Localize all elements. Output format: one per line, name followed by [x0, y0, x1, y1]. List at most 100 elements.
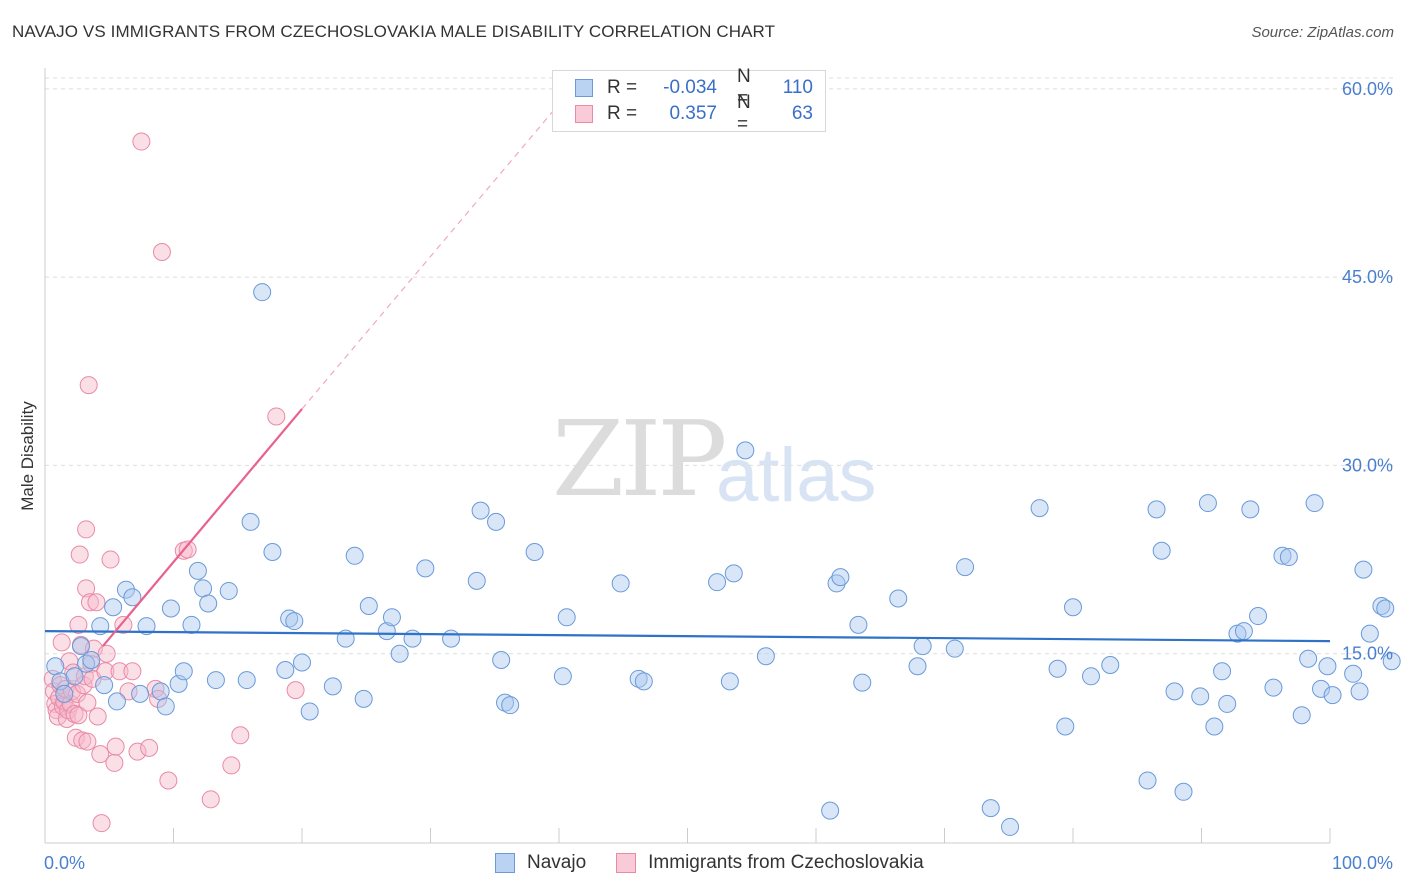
navajo-point	[756, 647, 775, 666]
czechoslovakia-points	[43, 132, 305, 833]
navajo-point	[442, 629, 461, 648]
navajo-point	[1318, 657, 1337, 676]
watermark-atlas: atlas	[716, 433, 877, 518]
navajo-point	[219, 581, 238, 600]
legend-r-label: R =	[607, 77, 638, 98]
navajo-point	[82, 650, 101, 669]
czechoslovakia-point	[91, 745, 110, 764]
czechoslovakia-point	[78, 732, 97, 751]
legend-n-value-czechoslovakia: 63	[791, 103, 813, 124]
navajo-point	[293, 653, 311, 672]
czechoslovakia-point	[119, 682, 138, 701]
navajo-point	[1138, 771, 1157, 790]
navajo-point	[1205, 717, 1224, 736]
czechoslovakia-point	[114, 615, 133, 634]
navajo-point	[557, 608, 576, 627]
navajo-point	[1174, 782, 1193, 801]
navajo-point	[1264, 678, 1283, 697]
navajo-point	[182, 615, 201, 634]
czechoslovakia-point	[231, 726, 250, 745]
navajo-point	[323, 677, 342, 696]
czechoslovakia-point	[77, 520, 96, 539]
czechoslovakia-point	[82, 654, 101, 673]
czechoslovakia-point	[88, 707, 107, 726]
czechoslovakia-point	[52, 633, 71, 652]
navajo-point	[276, 661, 295, 680]
navajo-point	[467, 571, 486, 590]
czechoslovakia-point	[69, 615, 88, 634]
navajo-point	[1081, 667, 1100, 686]
navajo-point	[908, 657, 927, 676]
czechoslovakia-point	[110, 662, 129, 681]
legend-item-navajo[interactable]: Navajo	[495, 852, 586, 874]
navajo-point	[237, 671, 256, 690]
navajo-point	[263, 543, 282, 562]
navajo-point	[151, 682, 170, 701]
source-credit: Source: ZipAtlas.com	[1251, 24, 1394, 41]
navajo-point	[1213, 662, 1232, 681]
navajo-point	[1354, 560, 1373, 579]
navajo-point	[1191, 687, 1210, 706]
czechoslovakia-point	[80, 593, 99, 612]
navajo-point	[416, 559, 435, 578]
series-legend: Navajo Immigrants from Czechoslovakia	[495, 852, 954, 874]
navajo-point	[708, 573, 727, 592]
navajo-point	[390, 644, 409, 663]
navajo-point	[280, 609, 299, 628]
navajo-point	[345, 546, 364, 565]
navajo-point	[107, 692, 126, 711]
navajo-point	[377, 622, 396, 641]
navajo-point	[104, 598, 123, 617]
legend-label-navajo: Navajo	[527, 852, 587, 873]
grid-lines	[45, 77, 1395, 655]
navajo-point	[188, 561, 207, 580]
czechoslovakia-point	[106, 737, 125, 756]
navajo-point	[359, 597, 378, 616]
watermark-zip: ZIP	[552, 398, 727, 520]
navajo-point	[199, 594, 218, 613]
navajo-point	[487, 512, 506, 531]
czechoslovakia-point	[96, 662, 115, 681]
legend-n-label: N =	[737, 66, 751, 109]
navajo-point	[492, 650, 511, 669]
navajo-point	[629, 669, 648, 688]
navajo-point	[382, 608, 401, 627]
navajo-point	[55, 684, 74, 703]
navajo-point	[71, 637, 90, 656]
y-tick-label: 45.0%	[1342, 267, 1393, 287]
navajo-point	[241, 512, 260, 531]
y-tick-label: 15.0%	[1342, 644, 1393, 664]
navajo-point	[174, 662, 193, 681]
navajo-point	[821, 801, 840, 820]
legend-item-czechoslovakia[interactable]: Immigrants from Czechoslovakia	[616, 852, 924, 874]
navajo-point	[1030, 499, 1049, 518]
czechoslovakia-point	[159, 771, 178, 790]
czechoslovakia-point	[79, 376, 98, 395]
legend-r-value-czechoslovakia: 0.357	[669, 103, 717, 124]
czechoslovakia-point	[70, 545, 89, 564]
navajo-point	[116, 580, 135, 599]
navajo-point	[724, 564, 743, 583]
navajo-point	[525, 543, 544, 562]
navajo-point	[123, 588, 142, 607]
trend-lines	[44, 88, 1331, 647]
navajo-point	[913, 637, 932, 656]
navajo-point	[1273, 546, 1292, 565]
navajo-point	[853, 673, 872, 692]
navajo-point	[285, 612, 304, 631]
navajo-point	[720, 672, 739, 691]
navajo-point	[1279, 548, 1298, 567]
czechoslovakia-point	[69, 706, 88, 725]
navajo-points	[46, 283, 1401, 836]
navajo-point	[1064, 598, 1082, 617]
navajo-point	[194, 579, 213, 598]
legend-n-label: N =	[737, 92, 751, 135]
navajo-point	[1218, 694, 1237, 713]
legend-r-value-navajo: -0.034	[663, 77, 717, 98]
chart-title: NAVAJO VS IMMIGRANTS FROM CZECHOSLOVAKIA…	[12, 22, 776, 41]
navajo-point	[471, 501, 490, 520]
navajo-point	[161, 599, 180, 618]
navajo-point	[831, 568, 850, 587]
czechoslovakia-point	[87, 593, 106, 612]
navajo-point	[634, 672, 653, 691]
